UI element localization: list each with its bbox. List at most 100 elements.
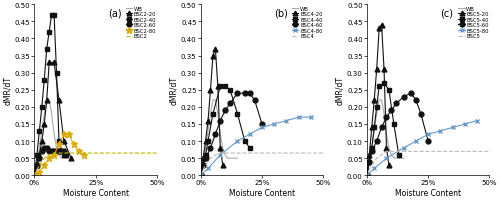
BSC2-80 [36,171,43,173]
BSC5-40 [371,127,377,129]
BSC4 [218,152,224,154]
BSC4-40 [218,86,224,88]
Line: BSC4-20: BSC4-20 [198,47,225,178]
BSC5 [378,154,384,156]
X-axis label: Moisture Content: Moisture Content [229,188,295,197]
BSC4 [320,152,326,154]
WB [388,154,394,156]
BSC4-60 [208,147,214,149]
Text: (a): (a) [108,9,122,19]
BSC5-40 [364,174,370,177]
BSC5-60 [413,99,419,102]
Line: BSC5-20: BSC5-20 [364,23,392,178]
BSC5-40 [374,106,380,109]
BSC5-80 [462,123,468,126]
WB [202,147,208,149]
BSC4 [242,152,248,154]
BSC2-60 [34,164,40,166]
BSC2-40 [51,14,57,17]
BSC5-20 [369,127,375,129]
BSC2 [36,164,43,166]
X-axis label: Moisture Content: Moisture Content [395,188,461,197]
BSC5-60 [408,93,414,95]
BSC5 [394,150,400,153]
BSC4-80 [259,127,265,129]
WB [227,157,233,160]
BSC5-80 [438,130,444,132]
BSC2-60 [56,150,62,153]
BSC2-60 [58,150,64,153]
BSC5 [425,150,431,153]
BSC2-60 [54,150,60,153]
BSC4 [208,157,214,160]
BSC2-60 [44,147,50,149]
BSC2-80 [51,154,57,156]
WB [42,113,48,115]
BSC5-20 [378,24,384,27]
WB [391,157,397,160]
WB [220,147,226,149]
BSC2-20 [42,123,48,126]
WB [378,99,384,102]
BSC4-60 [246,93,252,95]
BSC2-60 [46,150,52,153]
BSC2 [61,152,67,154]
BSC2-40 [44,48,50,51]
BSC4-40 [210,113,216,115]
BSC2-60 [48,150,54,153]
BSC4-60 [212,133,218,136]
BSC2 [46,154,52,156]
WB [381,113,387,115]
BSC5-60 [425,140,431,143]
BSC2-20 [68,157,74,160]
BSC5-40 [396,154,402,156]
BSC2 [154,152,160,154]
BSC2-20 [39,140,45,143]
WB [68,157,74,160]
BSC5 [403,150,409,153]
BSC5 [398,150,404,153]
X-axis label: Moisture Content: Moisture Content [62,188,129,197]
BSC2-40 [48,14,54,17]
BSC4-80 [284,120,290,122]
BSC5 [486,150,492,153]
WB [376,99,382,102]
BSC4-40 [200,164,206,166]
WB [200,161,206,163]
WB [398,157,404,160]
WB [215,113,221,115]
Line: BSC2: BSC2 [34,153,157,175]
BSC4-20 [212,48,218,51]
Line: BSC2-20: BSC2-20 [32,61,74,178]
Y-axis label: dMR/dT: dMR/dT [169,76,178,105]
WB [394,157,400,160]
Line: BSC2-60: BSC2-60 [32,146,66,178]
BSC5-60 [384,116,390,119]
BSC5-60 [378,127,384,129]
WB [210,99,216,102]
BSC2-40 [39,106,45,109]
BSC2-40 [46,31,52,34]
Line: BSC4: BSC4 [200,153,324,175]
BSC4-80 [246,133,252,136]
BSC2-80 [46,157,52,160]
Text: (b): (b) [274,9,288,19]
BSC5-80 [425,133,431,136]
BSC4 [237,152,243,154]
BSC4 [212,154,218,156]
BSC4-80 [218,154,224,156]
BSC2 [93,152,99,154]
Line: BSC4-40: BSC4-40 [198,85,252,178]
BSC4-40 [242,140,248,143]
BSC5-60 [366,161,372,163]
BSC4 [227,152,233,154]
WB [212,99,218,102]
BSC2 [80,152,86,154]
BSC5-80 [400,147,406,149]
WB [208,113,214,115]
WB [61,157,67,160]
BSC5-20 [364,174,370,177]
BSC5-80 [474,120,480,122]
BSC2 [32,174,38,177]
BSC4-60 [218,120,224,122]
